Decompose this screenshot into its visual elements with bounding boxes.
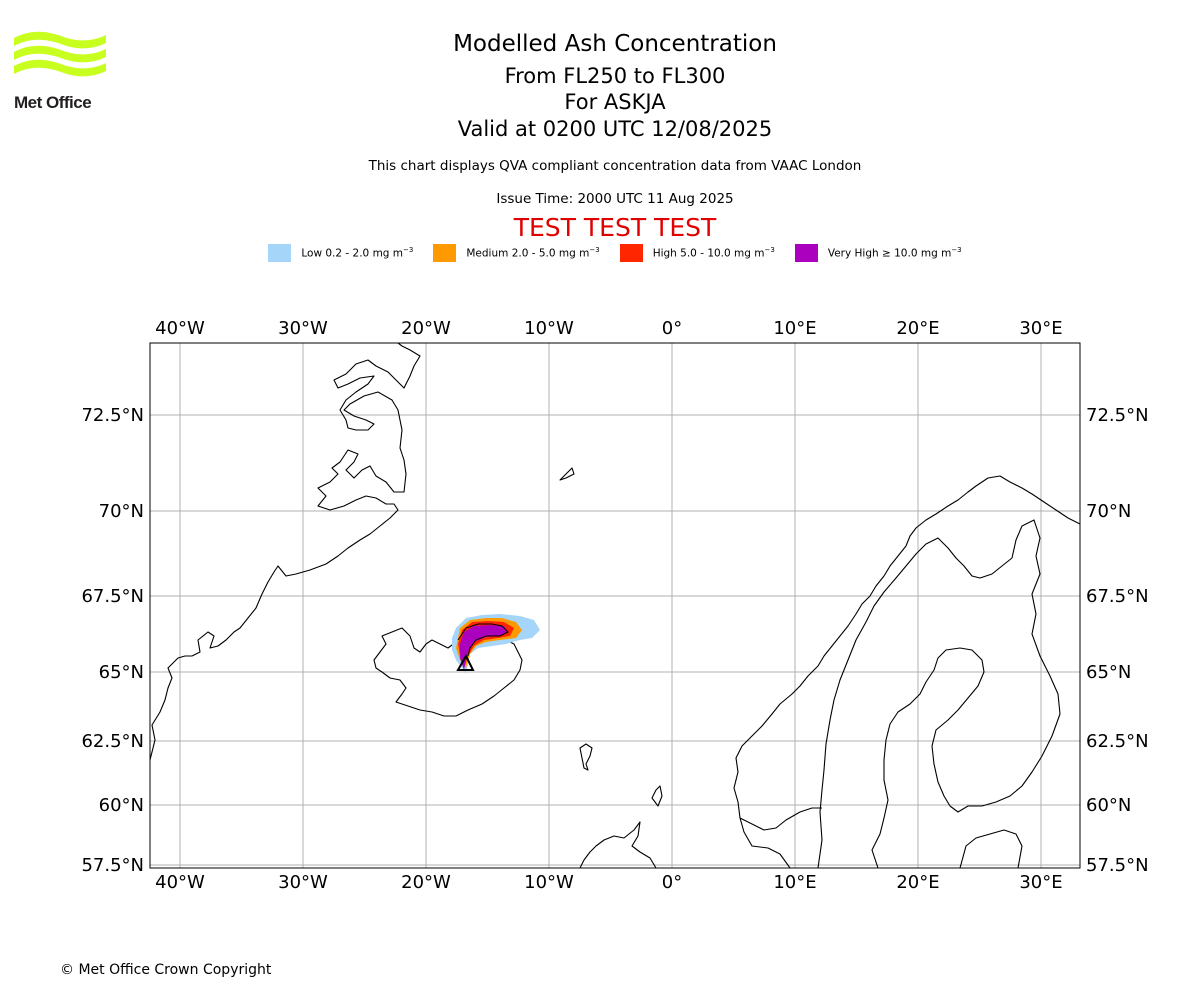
qva-note: This chart displays QVA compliant concen… [368, 158, 862, 174]
chart-title: Modelled Ash Concentration [453, 31, 777, 57]
greenland-coastline [150, 343, 421, 761]
concentration-legend: Low 0.2 - 2.0 mg m−3 Medium 2.0 - 5.0 mg… [0, 244, 1200, 262]
volcano-marker-icon [456, 653, 475, 671]
volcano-name: For ASKJA [564, 90, 666, 114]
legend-label-low: Low 0.2 - 2.0 mg m−3 [301, 246, 414, 260]
lat-label: 67.5°N [1086, 586, 1149, 607]
lat-labels-right: 72.5°N 70°N 67.5°N 65°N 62.5°N 60°N 57.5… [1086, 405, 1149, 876]
iceland-coastline [373, 627, 523, 717]
scotland-coastline [579, 821, 657, 868]
norway-southwest-coast [739, 807, 822, 831]
finland-border [949, 519, 1061, 813]
legend-item-medium: Medium 2.0 - 5.0 mg m−3 [433, 244, 600, 262]
legend-label-high: High 5.0 - 10.0 mg m−3 [652, 246, 775, 260]
sweden-norway-border [817, 537, 1013, 868]
lon-label: 20°W [401, 872, 451, 893]
lat-label: 62.5°N [81, 731, 144, 752]
lat-label: 65°N [1086, 662, 1131, 683]
lat-label: 57.5°N [81, 855, 144, 876]
graticule [150, 343, 1080, 868]
legend-label-very-high: Very High ≥ 10.0 mg m−3 [827, 246, 962, 260]
met-office-logo-text: Met Office [14, 93, 92, 112]
legend-swatch-high [619, 244, 643, 262]
lon-label: 20°E [896, 872, 939, 893]
legend-item-low: Low 0.2 - 2.0 mg m−3 [268, 244, 413, 262]
lon-label: 10°W [524, 872, 574, 893]
map-frame [149, 342, 1081, 869]
legend-item-very-high: Very High ≥ 10.0 mg m−3 [794, 244, 962, 262]
shetland-coastline [651, 785, 663, 807]
lon-label: 0° [662, 872, 682, 893]
issue-time: Issue Time: 2000 UTC 11 Aug 2025 [496, 191, 734, 207]
ash-cloud-outline [457, 623, 509, 657]
lat-label: 60°N [1086, 795, 1131, 816]
test-banner: TEST TEST TEST [513, 213, 717, 242]
met-office-logo [14, 31, 106, 77]
scandinavia-coastline [733, 475, 1080, 868]
legend-swatch-medium [433, 244, 457, 262]
lon-label: 40°W [155, 872, 205, 893]
lat-labels-left: 72.5°N 70°N 67.5°N 65°N 62.5°N 60°N 57.5… [81, 405, 144, 876]
lat-label: 70°N [99, 501, 144, 522]
lon-labels-top: 40°W 30°W 20°W 10°W 0° 10°E 20°E 30°E [155, 318, 1062, 339]
lat-label: 62.5°N [1086, 731, 1149, 752]
lon-label: 30°W [278, 872, 328, 893]
lon-label: 30°E [1019, 318, 1062, 339]
lon-label: 0° [662, 318, 682, 339]
legend-label-medium: Medium 2.0 - 5.0 mg m−3 [466, 246, 600, 260]
lon-label: 30°W [278, 318, 328, 339]
lat-label: 72.5°N [1086, 405, 1149, 426]
legend-item-high: High 5.0 - 10.0 mg m−3 [619, 244, 775, 262]
lat-label: 67.5°N [81, 586, 144, 607]
lat-label: 72.5°N [81, 405, 144, 426]
lon-label: 10°E [773, 318, 816, 339]
valid-time: Valid at 0200 UTC 12/08/2025 [457, 117, 773, 141]
copyright-notice: © Met Office Crown Copyright [60, 962, 272, 978]
lat-label: 60°N [99, 795, 144, 816]
lon-label: 10°E [773, 872, 816, 893]
gulf-of-finland-coast [959, 829, 1023, 868]
lon-labels-bottom: 40°W 30°W 20°W 10°W 0° 10°E 20°E 30°E [155, 872, 1062, 893]
jan-mayen-coastline [559, 467, 575, 481]
lon-label: 40°W [155, 318, 205, 339]
legend-swatch-low [268, 244, 292, 262]
flight-level-range: From FL250 to FL300 [504, 64, 726, 88]
faroe-islands-coastline [579, 743, 593, 771]
lon-label: 30°E [1019, 872, 1062, 893]
lat-label: 57.5°N [1086, 855, 1149, 876]
lat-label: 70°N [1086, 501, 1131, 522]
legend-swatch-very-high [794, 244, 818, 262]
lon-label: 20°E [896, 318, 939, 339]
lon-label: 10°W [524, 318, 574, 339]
ash-cloud [452, 614, 540, 674]
sweden-finland-coast [871, 647, 985, 868]
lon-label: 20°W [401, 318, 451, 339]
lat-label: 65°N [99, 662, 144, 683]
